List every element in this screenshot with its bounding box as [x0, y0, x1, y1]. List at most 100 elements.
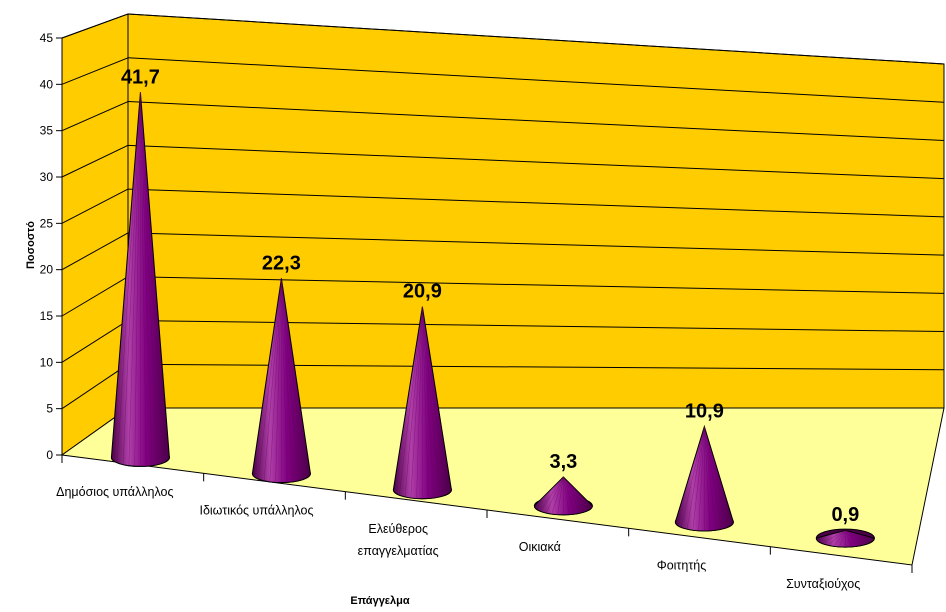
cone-3 — [533, 476, 593, 516]
y-tick-label: 45 — [40, 31, 54, 45]
cone-rib — [258, 278, 282, 479]
chart-walls — [60, 13, 945, 566]
cone-rib — [422, 306, 429, 499]
data-label: 20,9 — [403, 281, 442, 303]
cone-rib — [416, 306, 423, 499]
gridline-back — [127, 144, 945, 180]
cone-5 — [815, 528, 875, 548]
cone-rib — [269, 278, 282, 482]
cone-rib — [704, 426, 728, 528]
cone-rib — [281, 278, 299, 481]
cone-rib — [398, 306, 423, 496]
chart-gridlines — [61, 13, 945, 410]
cone-rib — [422, 306, 435, 498]
cone-0 — [110, 92, 170, 467]
cone-rib — [263, 278, 282, 481]
cone-rib — [845, 530, 858, 547]
cone-rib — [704, 426, 711, 531]
cone-rib — [557, 476, 564, 515]
y-tick-label: 30 — [40, 170, 54, 184]
cone-rib — [540, 476, 564, 512]
cone-rib — [117, 92, 141, 463]
cone-rib — [122, 92, 141, 465]
chart-axes: 0 5 10 15 20 25 30 35 40 45 — [40, 31, 913, 573]
cone-rib — [698, 426, 705, 531]
y-tick-label: 10 — [40, 355, 54, 369]
gridline-side — [61, 188, 129, 224]
chart-cones — [110, 92, 875, 548]
y-tick-label: 25 — [40, 216, 54, 230]
gridline-side — [61, 144, 129, 178]
cone-rib — [545, 476, 564, 514]
cone-rib — [827, 530, 846, 546]
chart-labels: 41,7 Δημόσιος υπάλληλος 22,3 Ιδιωτικός υπάλ… — [56, 66, 860, 591]
gridline-back — [127, 319, 945, 333]
cone-rib — [563, 476, 581, 514]
cone-rib — [410, 306, 423, 498]
cone-rib — [839, 530, 846, 547]
cone-rib — [692, 426, 705, 531]
cone-rib — [845, 530, 863, 546]
cone-rib — [845, 530, 869, 544]
cone-rib — [140, 92, 153, 466]
gridline-side — [61, 232, 129, 271]
cone-rib — [833, 530, 846, 547]
y-tick-label: 40 — [40, 77, 54, 91]
cone-rib — [563, 476, 570, 515]
data-label: 0,9 — [831, 504, 859, 526]
cone-rib — [275, 278, 282, 483]
cone-rib — [563, 476, 576, 515]
cone-rib — [845, 530, 852, 547]
gridline-back — [127, 13, 945, 65]
x-category-label: Ελεύθερος — [368, 522, 428, 536]
y-tick-label: 15 — [40, 309, 54, 323]
cone-rib — [686, 426, 705, 530]
data-label: 10,9 — [685, 401, 724, 423]
cone-rib — [128, 92, 141, 466]
data-label: 22,3 — [262, 252, 301, 274]
cone-2 — [392, 306, 452, 500]
x-category-label: Ιδιωτικός υπάλληλος — [199, 504, 313, 518]
cone-rib — [704, 426, 722, 530]
cone-rib — [551, 476, 564, 515]
gridline-back — [127, 232, 945, 256]
gridline-side — [61, 320, 129, 363]
data-label: 3,3 — [549, 451, 577, 473]
gridline-side — [61, 276, 129, 317]
cone-rib — [422, 306, 446, 496]
cone-rib — [140, 92, 159, 465]
gridline-back — [127, 276, 945, 294]
x-category-label: επαγγελματίας — [358, 544, 439, 558]
cone-rib — [680, 426, 705, 528]
cone-rib — [404, 306, 423, 497]
cone-rib — [422, 306, 440, 497]
gridline-back — [127, 101, 945, 141]
y-tick-label: 5 — [46, 402, 53, 416]
cone-rib — [140, 92, 147, 467]
cone-1 — [251, 278, 311, 484]
cone-4 — [674, 424, 734, 532]
x-category-label: Δημόσιος υπάλληλος — [56, 485, 173, 499]
gridline-side — [61, 101, 129, 132]
cone-rib — [281, 278, 288, 483]
cone-rib — [822, 530, 846, 544]
x-category-label: Συνταξιούχος — [786, 577, 860, 591]
y-tick-label: 20 — [40, 263, 54, 277]
gridline-back — [127, 57, 945, 103]
cone-rib — [281, 278, 294, 482]
gridline-back — [127, 188, 945, 218]
back-wall — [127, 13, 945, 409]
cone-rib — [704, 426, 717, 531]
x-category-label: Οικιακά — [519, 540, 561, 554]
gridline-side — [61, 363, 129, 410]
data-label: 41,7 — [121, 66, 160, 88]
gridline-back — [127, 363, 945, 371]
gridline-side — [61, 13, 129, 39]
cone-rib — [563, 476, 587, 512]
y-axis-title: Ποσοστό — [25, 221, 37, 269]
floor — [60, 407, 945, 566]
gridline-side — [61, 57, 129, 85]
y-tick-label: 0 — [46, 448, 53, 462]
cone-rib — [281, 278, 305, 479]
